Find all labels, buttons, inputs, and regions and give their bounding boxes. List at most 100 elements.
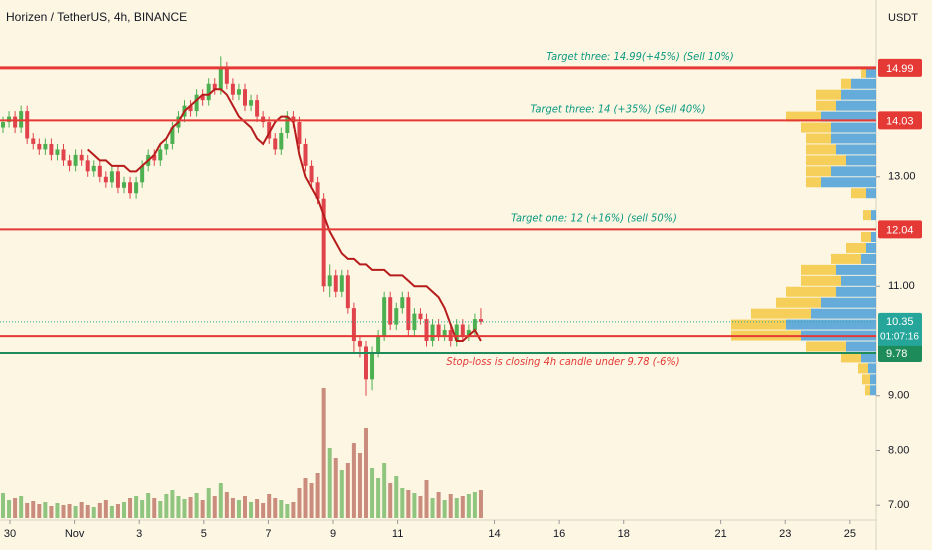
profile-left (786, 286, 836, 297)
volume-bar (67, 504, 72, 518)
volume-bar (158, 501, 163, 518)
candle-body (236, 89, 241, 95)
x-tick-label: 25 (844, 528, 856, 540)
candle-body (43, 143, 48, 150)
candle-body (285, 116, 290, 134)
profile-right (851, 78, 876, 89)
candle-body (97, 165, 102, 177)
volume-bar (194, 493, 199, 518)
profile-right (786, 319, 876, 330)
volume-bar (31, 501, 36, 518)
candle-body (303, 143, 308, 166)
level-annotation: Stop-loss is closing 4h candle under 9.7… (446, 355, 679, 368)
volume-bar (1, 493, 5, 518)
candle-body (436, 324, 441, 336)
candle-body (122, 182, 126, 188)
volume-bar (400, 488, 405, 518)
x-tick-label: 21 (715, 528, 727, 540)
profile-right (870, 374, 876, 385)
candle-body (400, 297, 405, 309)
candle-body (230, 83, 235, 95)
volume-bar (7, 500, 12, 518)
profile-right (821, 177, 876, 188)
profile-left (806, 177, 821, 188)
price-tag (878, 58, 922, 77)
candle-body (315, 182, 320, 199)
candle-body (309, 165, 314, 183)
volume-bar (345, 463, 350, 518)
candle-body (454, 324, 459, 342)
volume-bar (460, 496, 465, 518)
candle-body (164, 143, 169, 150)
volume-bar (97, 503, 102, 518)
profile-right (861, 253, 876, 264)
volume-bar (442, 500, 447, 518)
currency-label: USDT (888, 12, 918, 24)
candle-body (85, 160, 90, 172)
volume-bar (285, 504, 290, 518)
volume-bar (261, 503, 266, 518)
volume-bar (436, 492, 441, 518)
volume-bar (418, 496, 423, 518)
profile-left (841, 78, 851, 89)
profile-left (806, 144, 836, 155)
profile-right (836, 264, 876, 275)
candle-body (188, 105, 193, 112)
candle-body (327, 275, 332, 287)
volume-bar (55, 503, 60, 518)
volume-bar (478, 490, 483, 518)
candle-body (364, 346, 368, 380)
profile-right (841, 275, 876, 286)
volume-bar (249, 502, 254, 518)
volume-bar (357, 453, 362, 518)
candle-body (140, 165, 145, 183)
volume-bar (430, 498, 435, 518)
x-tick-label: 7 (265, 528, 271, 540)
volume-bar (176, 496, 181, 518)
volume-bar (243, 496, 247, 518)
volume-bar (255, 499, 260, 518)
profile-right (811, 308, 876, 319)
profile-right (868, 363, 876, 374)
volume-bar (200, 500, 205, 518)
profile-right (821, 297, 876, 308)
candle-body (273, 138, 278, 150)
candle-body (128, 182, 133, 194)
candle-body (61, 149, 66, 161)
volume-bar (394, 476, 399, 518)
candle-body (91, 165, 96, 172)
candle-body (115, 171, 120, 188)
candle-body (321, 198, 326, 287)
volume-bar (376, 478, 381, 518)
candle-body (103, 176, 108, 183)
candle-body (79, 154, 84, 161)
profile-left (851, 188, 866, 199)
volume-bar (91, 507, 96, 518)
profile-left (861, 67, 866, 78)
volume-bar (13, 498, 18, 518)
price-tag-label: 14.03 (886, 115, 914, 127)
volume-bar (382, 463, 387, 518)
volume-bar (85, 505, 90, 518)
x-tick-label: 5 (201, 528, 207, 540)
candle-body (297, 122, 302, 144)
profile-right (821, 111, 876, 122)
profile-right (831, 133, 876, 144)
candle-body (224, 67, 229, 84)
y-tick-label: 13.00 (888, 171, 916, 183)
profile-left (846, 242, 866, 253)
candle-body (370, 351, 375, 380)
volume-bar (103, 500, 108, 518)
profile-left (786, 111, 821, 122)
volume-bar (134, 496, 139, 518)
candle-body (255, 100, 260, 117)
symbol-title: Horizen / TetherUS, 4h, BINANCE (6, 10, 187, 24)
profile-left (858, 363, 868, 374)
volume-bar (448, 494, 453, 518)
profile-left (865, 385, 870, 396)
candle-body (206, 83, 211, 101)
candle-body (249, 100, 254, 106)
profile-left (806, 166, 831, 177)
volume-bar (309, 483, 314, 518)
